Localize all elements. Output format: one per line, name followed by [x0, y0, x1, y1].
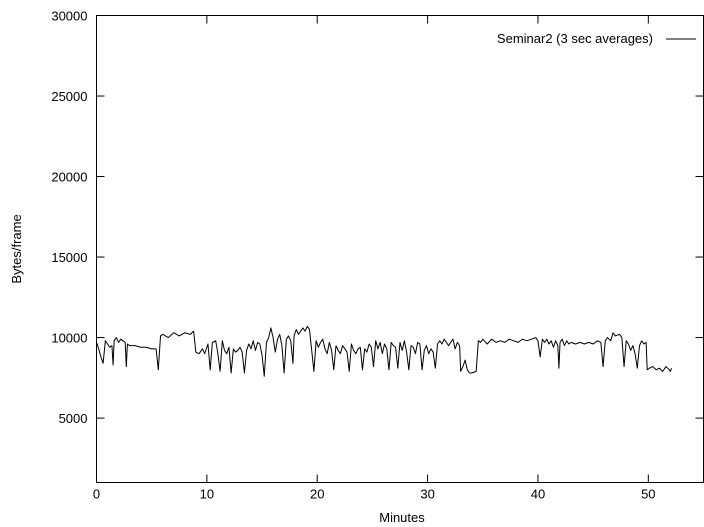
y-tick-label: 20000	[51, 170, 87, 185]
x-tick-label: 0	[93, 487, 100, 502]
x-tick-label: 40	[531, 487, 545, 502]
axis-ticks	[96, 15, 704, 483]
x-tick-label: 50	[641, 487, 655, 502]
y-tick-label: 5000	[59, 411, 88, 426]
x-axis-label: Minutes	[379, 510, 425, 525]
tick-labels: 0 10 20 30 40 50 5000 10000 15000 20000 25000 30000	[51, 9, 655, 502]
y-tick-label: 25000	[51, 89, 87, 104]
x-tick-label: 10	[200, 487, 214, 502]
series-line	[96, 325, 672, 377]
x-tick-label: 30	[420, 487, 434, 502]
legend-label: Seminar2 (3 sec averages)	[497, 31, 653, 46]
legend: Seminar2 (3 sec averages)	[497, 31, 696, 46]
y-axis-label: Bytes/frame	[9, 214, 24, 283]
y-tick-label: 15000	[51, 250, 87, 265]
plot-frame	[96, 15, 704, 483]
y-tick-label: 30000	[51, 9, 87, 24]
y-tick-label: 10000	[51, 331, 87, 346]
x-tick-label: 20	[310, 487, 324, 502]
series-group	[96, 325, 672, 377]
